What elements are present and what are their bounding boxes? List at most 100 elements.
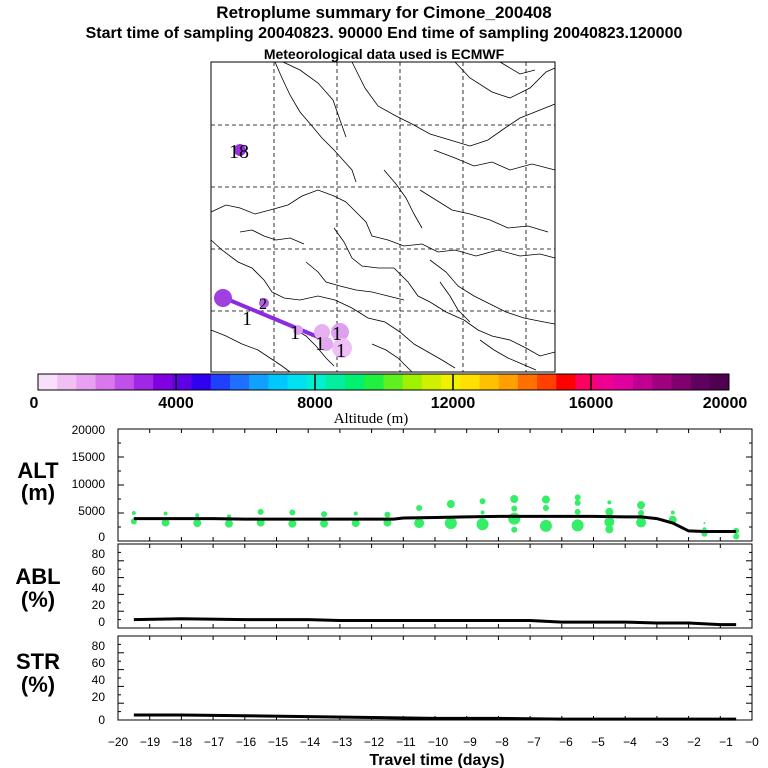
abl-line xyxy=(133,617,737,627)
colorbar-swatch xyxy=(421,374,442,390)
colorbar-swatch xyxy=(441,374,461,390)
colorbar-swatch xyxy=(383,374,404,390)
alt-point xyxy=(195,513,200,518)
abl-ytick: 80 xyxy=(92,547,106,561)
colorbar-swatch xyxy=(153,374,173,390)
alt-point xyxy=(511,526,518,533)
x-tick-labels: −20 −19 −18 −17 −16 −15 −14 −13 −12 −11 … xyxy=(108,735,759,749)
x-tick: −0 xyxy=(745,735,759,749)
plume-cluster xyxy=(319,337,333,351)
plume-cluster xyxy=(293,325,303,335)
colorbar-swatch xyxy=(172,374,193,390)
alt-point xyxy=(510,495,519,503)
str-panel-frame xyxy=(117,635,753,721)
x-tick: −11 xyxy=(396,735,416,749)
colorbar-swatch xyxy=(633,374,653,390)
alt-point xyxy=(161,518,170,527)
colorbar-swatch xyxy=(191,374,212,390)
time-series-panels xyxy=(117,428,753,721)
map-coastlines xyxy=(210,61,556,373)
x-tick: −13 xyxy=(332,735,353,749)
alt-point xyxy=(353,511,358,516)
plume-cluster xyxy=(259,298,269,308)
x-tick: −2 xyxy=(687,735,701,749)
alt-point xyxy=(414,518,425,529)
plume-cluster xyxy=(331,323,349,341)
sampling-times: Start time of sampling 20040823. 90000 E… xyxy=(85,25,683,42)
retroplume-trajectory xyxy=(214,144,352,358)
panel-labels: ALT (m) ABL (%) STR (%) xyxy=(15,458,60,697)
x-tick: −9 xyxy=(463,735,477,749)
alt-point xyxy=(508,512,521,525)
alt-point xyxy=(542,504,549,511)
colorbar-tick: 4000 xyxy=(158,395,194,412)
alt-point xyxy=(607,500,612,505)
meteorological-data: Meteorological data used is ECMWF xyxy=(263,46,505,62)
x-tick: −12 xyxy=(364,735,385,749)
alt-label: ALT xyxy=(17,458,59,483)
alt-point xyxy=(605,507,614,516)
abl-ytick: 40 xyxy=(92,581,106,595)
alt-point xyxy=(541,495,550,504)
alt-point xyxy=(604,516,615,527)
str-ytick: 80 xyxy=(92,639,106,653)
colorbar-frame xyxy=(37,373,730,391)
colorbar-swatch xyxy=(537,374,557,390)
colorbar-swatch xyxy=(479,374,500,390)
colorbar-tick: 20000 xyxy=(703,395,748,412)
alt-point xyxy=(480,510,485,515)
alt-point xyxy=(511,505,518,512)
colorbar-swatch xyxy=(268,374,289,390)
colorbar-swatch xyxy=(364,374,384,390)
x-tick: −20 xyxy=(108,735,129,749)
x-tick: −16 xyxy=(236,735,257,749)
alt-point xyxy=(321,511,328,518)
x-tick: −19 xyxy=(140,735,161,749)
str-ytick: 60 xyxy=(92,656,106,670)
alt-point xyxy=(193,519,202,528)
map-cluster-labels: 18 2 1 1 1 1 1 xyxy=(229,141,346,362)
cluster-label: 1 xyxy=(332,323,342,345)
alt-point xyxy=(416,504,423,511)
str-unit: (%) xyxy=(21,672,55,697)
colorbar-swatch xyxy=(95,374,116,390)
colorbar-swatch xyxy=(709,374,730,390)
cluster-label: 1 xyxy=(336,340,346,362)
alt-point xyxy=(571,519,584,532)
alt-point xyxy=(224,519,233,528)
map-graticule xyxy=(211,62,555,372)
alt-point xyxy=(320,519,329,528)
abl-ytick: 60 xyxy=(92,564,106,578)
colorbar-swatch xyxy=(402,374,423,390)
alt-point xyxy=(670,510,675,515)
cluster-label: 18 xyxy=(229,141,249,163)
colorbar-label: Altitude (m) xyxy=(334,411,409,427)
alt-point xyxy=(288,519,297,528)
colorbar-swatch xyxy=(57,374,77,390)
alt-ytick: 5000 xyxy=(78,504,105,518)
alt-point xyxy=(605,525,614,534)
colorbar-swatch xyxy=(249,374,269,390)
alt-point xyxy=(446,500,455,509)
colorbar-swatch xyxy=(613,374,634,390)
colorbar-swatch xyxy=(671,374,692,390)
colorbar-swatch xyxy=(210,374,231,390)
alt-point xyxy=(226,514,231,519)
colorbar-tick: 0 xyxy=(30,395,39,412)
x-tick: −4 xyxy=(623,735,637,749)
colorbar-swatch xyxy=(38,374,58,390)
str-ytick: 20 xyxy=(92,690,106,704)
x-tick: −17 xyxy=(204,735,225,749)
colorbar-swatch xyxy=(652,374,672,390)
alt-point xyxy=(574,508,581,515)
alt-point xyxy=(384,511,391,518)
abl-label: ABL xyxy=(15,564,60,589)
alt-point xyxy=(479,498,486,505)
alt-point xyxy=(574,499,581,506)
colorbar-swatch xyxy=(114,374,135,390)
colorbar-swatch xyxy=(306,374,327,390)
alt-point xyxy=(539,519,552,532)
x-tick: −1 xyxy=(719,735,733,749)
colorbar-swatch xyxy=(594,374,615,390)
